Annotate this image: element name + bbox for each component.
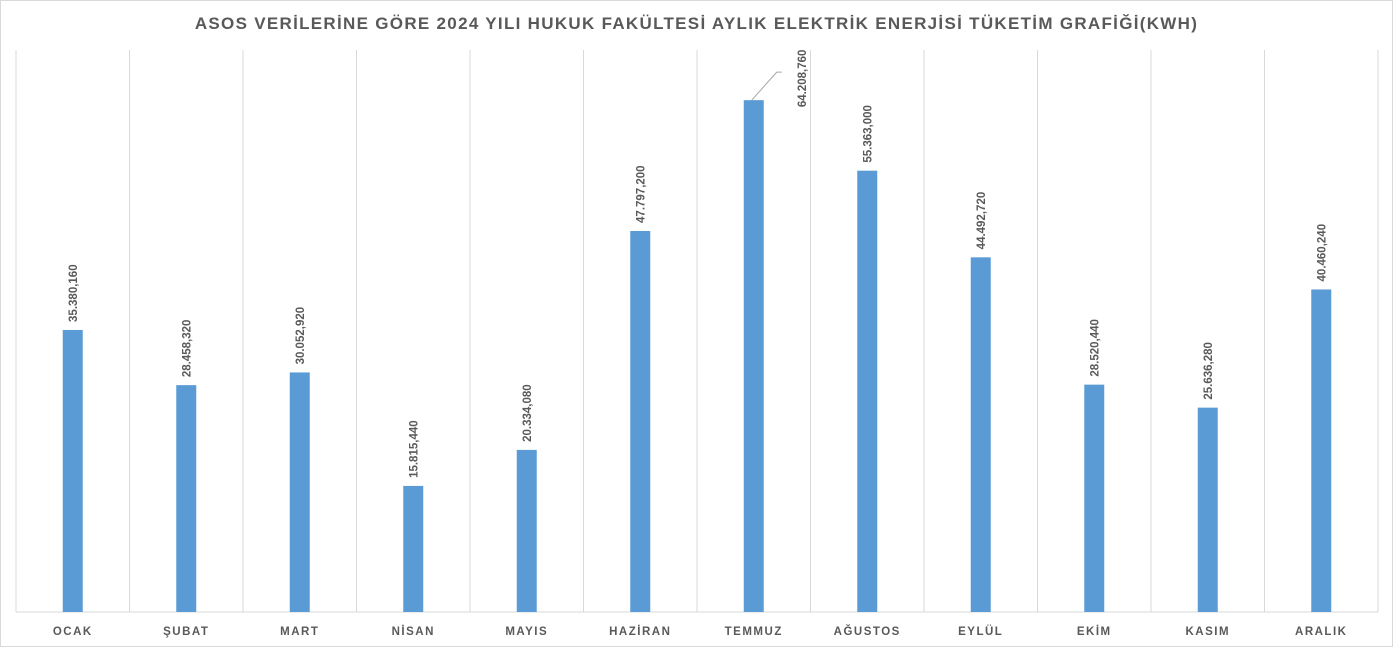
- bar-kasim: [1197, 407, 1218, 612]
- data-label: 30.052,920: [295, 307, 307, 365]
- data-label: 25.636,280: [1203, 342, 1215, 400]
- category-label: HAZİRAN: [609, 625, 671, 638]
- data-label: 64.208,760: [797, 50, 809, 108]
- bar-aralik: [1311, 289, 1332, 612]
- category-label: TEMMUZ: [725, 626, 783, 638]
- category-label: MAYIS: [505, 626, 548, 638]
- bar-temmuz: [743, 100, 764, 613]
- bar-eylül: [970, 257, 991, 612]
- category-label: KASIM: [1185, 626, 1230, 638]
- data-label: 15.815,440: [408, 420, 420, 478]
- category-label: ARALIK: [1295, 626, 1347, 638]
- data-label: 28.458,320: [181, 320, 193, 378]
- data-label: 44.492,720: [976, 192, 988, 250]
- category-label: NİSAN: [392, 625, 435, 638]
- chart-title: ASOS VERİLERİNE GÖRE 2024 YILI HUKUK FAK…: [194, 14, 1199, 33]
- bar-ağustos: [857, 170, 878, 613]
- category-label: EKİM: [1077, 625, 1112, 638]
- data-label: 28.520,440: [1089, 319, 1101, 377]
- category-label: OCAK: [53, 626, 93, 638]
- bar-mart: [289, 372, 310, 612]
- bar-eki̇m: [1084, 384, 1105, 612]
- category-label: ŞUBAT: [163, 626, 209, 638]
- bar-ocak: [62, 329, 83, 612]
- data-label: 55.363,000: [862, 105, 874, 163]
- data-label: 35.380,160: [68, 264, 80, 322]
- leader-line: [751, 71, 782, 101]
- bar-mayis: [516, 449, 537, 612]
- category-label: AĞUSTOS: [834, 625, 901, 638]
- data-label: 40.460,240: [1316, 224, 1328, 282]
- bar-şubat: [176, 385, 197, 612]
- data-label: 20.334,080: [522, 384, 534, 442]
- category-label: EYLÜL: [958, 625, 1003, 638]
- bar-hazi̇ran: [630, 230, 651, 613]
- data-label: 47.797,200: [635, 165, 647, 223]
- category-label: MART: [280, 626, 319, 638]
- bar-ni̇san: [403, 485, 424, 612]
